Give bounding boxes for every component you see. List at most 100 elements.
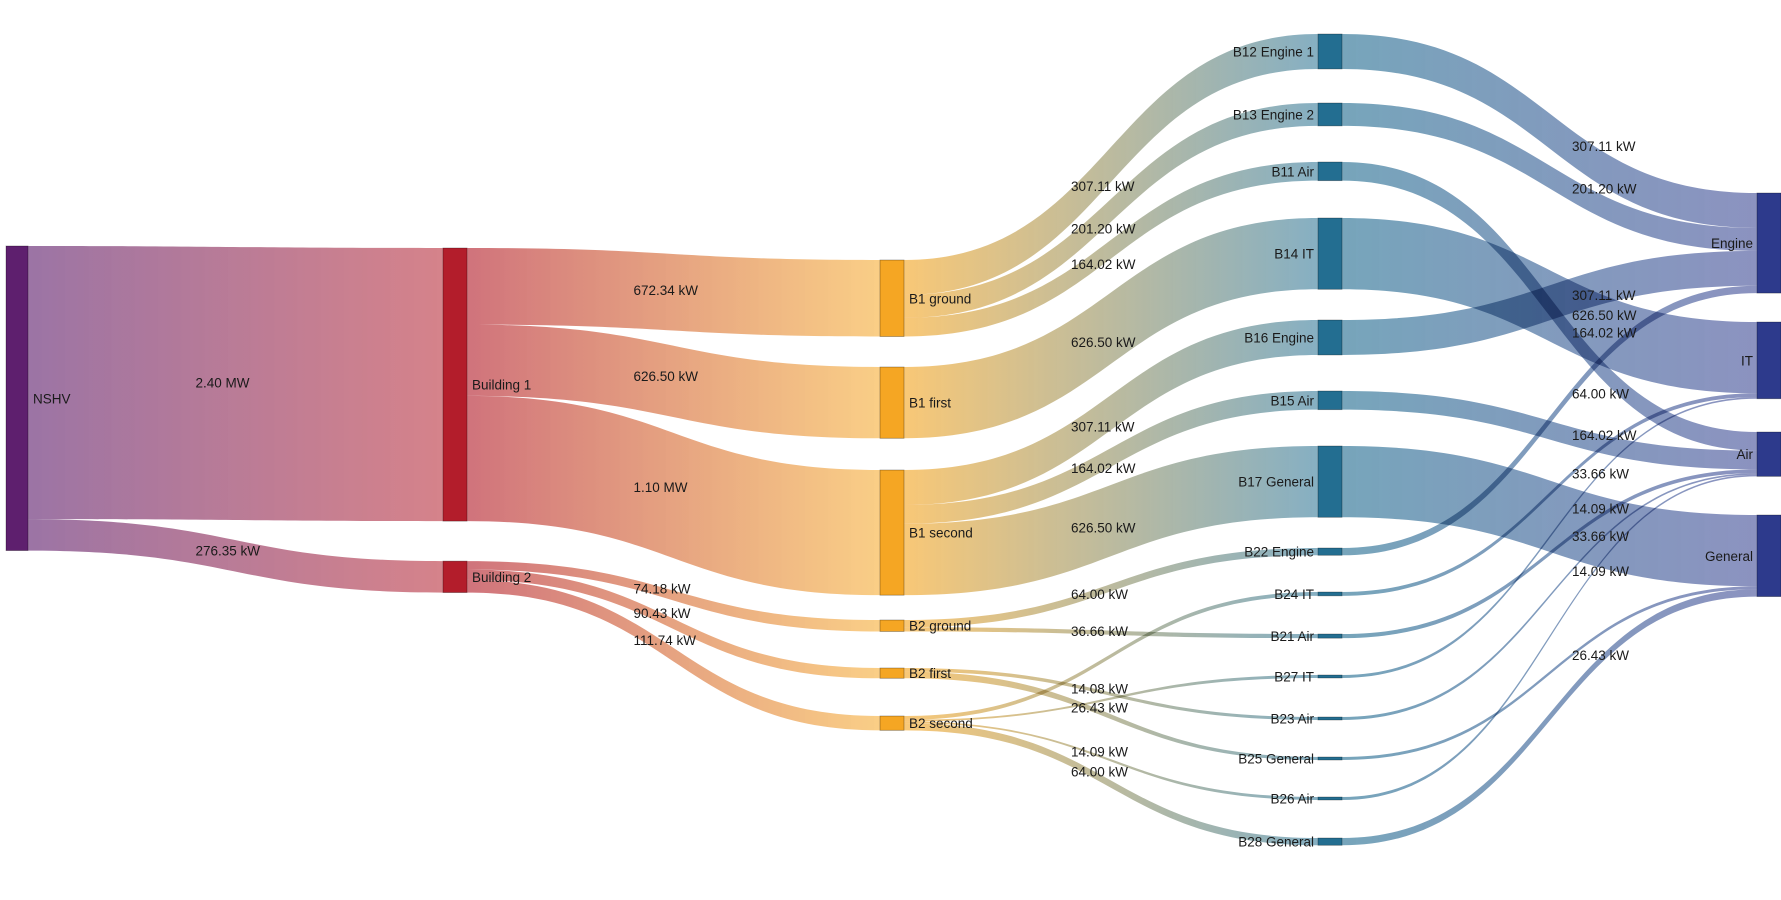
node-label: B1 first [909,396,951,411]
node-b24-it[interactable] [1317,591,1343,597]
link-label: 164.02 kW [1572,428,1637,443]
link-b12-engine-1-to-engine[interactable] [1342,34,1757,228]
link-building-1-to-b1-second[interactable] [467,395,880,596]
node-b26-air[interactable] [1317,796,1343,801]
link-b11-air-to-air[interactable] [1342,162,1757,451]
node-label: B14 IT [1274,247,1314,262]
node-building-2[interactable] [442,560,468,593]
link-b2-ground-to-b21-air[interactable] [904,627,1318,639]
link-b2-ground-to-b22-engine[interactable] [904,548,1318,628]
link-b2-first-to-b25-general[interactable] [904,671,1318,761]
node-building-1[interactable] [442,247,468,522]
link-building-2-to-b2-second[interactable] [467,579,880,731]
node-label: B1 ground [909,291,971,306]
link-b21-air-to-air[interactable] [1342,469,1757,639]
link-building-2-to-b2-first[interactable] [467,569,880,679]
link-b1-second-to-b17-general[interactable] [904,446,1318,596]
link-label: 14.09 kW [1071,745,1128,760]
link-b28-general-to-general[interactable] [1342,589,1757,846]
node-b28-general[interactable] [1317,837,1343,846]
node-label: B13 Engine 2 [1233,107,1314,122]
node-b1-second[interactable] [879,469,905,596]
link-label: 307.11 kW [1572,288,1636,303]
node-b15-air[interactable] [1317,390,1343,411]
link-building-2-to-b2-ground[interactable] [467,561,880,632]
link-nshv-to-building-2[interactable] [28,519,443,593]
link-labels-layer: 2.40 MW 276.35 kW 672.34 kW 626.50 kW 1.10 M… [196,139,1637,780]
links-layer [28,34,1757,846]
node-label: B25 General [1238,752,1314,767]
link-b1-second-to-b16-engine[interactable] [904,320,1318,506]
link-b2-second-to-b24-it[interactable] [904,592,1318,720]
link-label: 307.11 kW [1572,139,1636,154]
node-label: IT [1741,353,1753,368]
node-label: B11 Air [1271,164,1314,179]
node-b13-engine-2[interactable] [1317,102,1343,127]
link-label: 626.50 kW [1572,308,1637,323]
link-b26-air-to-air[interactable] [1342,474,1757,800]
link-building-1-to-b1-first[interactable] [467,324,880,439]
node-label: B21 Air [1270,629,1314,644]
link-b23-air-to-air[interactable] [1342,473,1757,720]
link-b2-second-to-b27-it[interactable] [904,675,1318,722]
node-label: B2 first [909,666,951,681]
node-engine[interactable] [1756,192,1781,294]
node-b14-it[interactable] [1317,217,1343,290]
link-nshv-to-building-1[interactable] [28,246,443,522]
node-b2-ground[interactable] [879,619,905,632]
link-label: 74.18 kW [634,581,691,596]
link-label: 33.66 kW [1572,529,1629,544]
link-label: 64.00 kW [1071,587,1128,602]
link-b1-ground-to-b11-air[interactable] [904,162,1318,337]
link-b2-first-to-b23-air[interactable] [904,668,1318,720]
node-b17-general[interactable] [1317,445,1343,518]
link-b2-second-to-b26-air[interactable] [904,721,1318,800]
link-label: 626.50 kW [634,369,699,384]
node-b25-general[interactable] [1317,756,1343,761]
node-general[interactable] [1756,514,1781,597]
link-label: 14.08 kW [1071,681,1128,696]
node-label: B28 General [1238,835,1314,850]
node-b2-second[interactable] [879,715,905,731]
node-label: NSHV [33,391,71,406]
link-b22-engine-to-engine[interactable] [1342,285,1757,556]
link-b1-ground-to-b13-engine-2[interactable] [904,103,1318,318]
link-label: 2.40 MW [196,375,250,390]
link-label: 307.11 kW [1071,179,1135,194]
link-label: 14.09 kW [1572,501,1629,516]
link-b1-first-to-b14-it[interactable] [904,218,1318,439]
link-label: 626.50 kW [1071,335,1136,350]
node-it[interactable] [1756,321,1781,400]
node-b23-air[interactable] [1317,716,1343,721]
link-b13-engine-2-to-engine[interactable] [1342,103,1757,251]
node-b12-engine-1[interactable] [1317,33,1343,70]
node-b1-ground[interactable] [879,259,905,337]
link-label: 64.00 kW [1071,765,1128,780]
link-label: 164.02 kW [1071,461,1136,476]
link-b17-general-to-general[interactable] [1342,446,1757,587]
link-label: 64.00 kW [1572,386,1629,401]
node-b2-first[interactable] [879,667,905,679]
link-b15-air-to-air[interactable] [1342,391,1757,470]
node-b11-air[interactable] [1317,161,1343,182]
node-air[interactable] [1756,431,1781,477]
node-b21-air[interactable] [1317,633,1343,639]
link-b1-ground-to-b12-engine-1[interactable] [904,34,1318,295]
link-label: 26.43 kW [1572,648,1629,663]
node-label: Building 2 [472,570,531,585]
node-label: Engine [1711,236,1753,251]
node-b27-it[interactable] [1317,674,1343,679]
link-b25-general-to-general[interactable] [1342,586,1757,761]
node-nshv[interactable] [5,245,29,551]
link-b2-second-to-b28-general[interactable] [904,723,1318,846]
node-b22-engine[interactable] [1317,547,1343,556]
node-b16-engine[interactable] [1317,319,1343,356]
node-label: B16 Engine [1244,330,1314,345]
link-building-1-to-b1-ground[interactable] [467,248,880,337]
link-label: 33.66 kW [1572,467,1629,482]
link-b1-second-to-b15-air[interactable] [904,391,1318,524]
node-label: B17 General [1238,475,1314,490]
node-b1-first[interactable] [879,366,905,439]
node-label: B27 IT [1274,670,1314,685]
